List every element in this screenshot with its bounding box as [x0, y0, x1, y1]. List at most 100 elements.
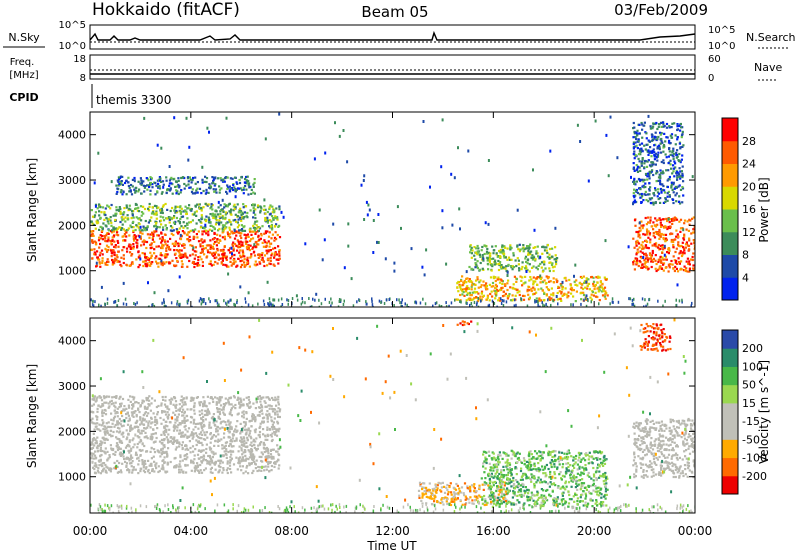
scatter-cell: [507, 263, 510, 266]
scatter-cell: [522, 244, 525, 247]
scatter-cell: [217, 253, 220, 256]
scatter-cell: [133, 176, 136, 180]
scatter-cell: [185, 255, 188, 258]
scatter-cell: [662, 238, 665, 241]
scatter-cell: [152, 432, 155, 436]
scatter-cell: [98, 236, 101, 239]
scatter-cell: [230, 403, 233, 406]
scatter-cell: [158, 237, 162, 240]
scatter-cell: [242, 421, 246, 424]
scatter-cell: [265, 450, 268, 453]
scatter-cell: [134, 410, 137, 413]
scatter-cell: [199, 243, 202, 246]
scatter-cell: [256, 414, 259, 417]
scatter-cell: [247, 449, 250, 452]
scatter-cell: [682, 246, 685, 249]
scatter-cell: [271, 432, 274, 435]
scatter-cell: [128, 459, 131, 462]
scatter-cell: [254, 264, 257, 267]
scatter-cell: [173, 457, 176, 460]
scatter-cell: [101, 259, 104, 262]
scatter-cell: [180, 210, 183, 213]
scatter-cell: [264, 405, 267, 408]
noise-cell: [239, 285, 242, 289]
scatter-cell: [635, 260, 638, 263]
scatter-cell: [222, 411, 225, 414]
scatter-cell: [518, 267, 521, 270]
noise-cell: [458, 207, 461, 211]
scatter-cell: [120, 410, 123, 413]
scatter-cell: [635, 164, 638, 167]
scatter-cell: [470, 299, 473, 302]
near-range-cell: [263, 303, 266, 306]
scatter-cell: [250, 448, 253, 452]
scatter-cell: [148, 185, 151, 189]
scatter-cell: [192, 450, 195, 453]
scatter-cell: [494, 245, 497, 248]
scatter-cell: [632, 127, 635, 130]
scatter-cell: [646, 231, 649, 234]
scatter-cell: [635, 251, 638, 254]
scatter-cell: [672, 267, 675, 270]
scatter-cell: [653, 194, 656, 197]
cpid-label: CPID: [9, 91, 38, 104]
scatter-cell: [222, 217, 225, 220]
scatter-cell: [213, 213, 216, 216]
scatter-cell: [141, 449, 144, 452]
scatter-cell: [166, 240, 169, 243]
scatter-cell: [603, 276, 606, 279]
scatter-cell: [158, 185, 161, 188]
near-range-cell: [633, 297, 635, 301]
scatter-cell: [110, 412, 113, 415]
scatter-cell: [208, 402, 211, 405]
near-range-cell: [269, 300, 271, 304]
scatter-cell: [160, 180, 163, 183]
y-tick-label: 2000: [58, 219, 86, 232]
near-range-cell: [371, 303, 374, 307]
scatter-cell: [154, 420, 157, 423]
scatter-cell: [693, 231, 695, 234]
scatter-cell: [196, 181, 199, 184]
scatter-cell: [559, 297, 562, 300]
scatter-cell: [111, 261, 115, 264]
scatter-cell: [253, 254, 257, 257]
scatter-cell: [497, 276, 500, 279]
scatter-cell: [147, 256, 150, 260]
scatter-cell: [205, 256, 208, 259]
scatter-cell: [260, 254, 263, 257]
scatter-cell: [211, 245, 214, 248]
scatter-cell: [171, 217, 174, 220]
scatter-cell: [555, 278, 558, 281]
scatter-cell: [485, 285, 488, 288]
scatter-cell: [649, 127, 652, 130]
scatter-cell: [671, 232, 674, 235]
scatter-cell: [113, 230, 116, 233]
scatter-cell: [193, 409, 196, 412]
scatter-cell: [131, 407, 134, 410]
scatter-cell: [265, 460, 269, 463]
scatter-cell: [670, 136, 673, 139]
scatter-cell: [201, 264, 204, 267]
scatter-cell: [262, 465, 265, 469]
scatter-cell: [215, 420, 218, 423]
scatter-cell: [111, 396, 114, 399]
scatter-cell: [94, 227, 97, 230]
scatter-cell: [217, 398, 220, 401]
scatter-cell: [234, 176, 237, 179]
near-range-cell: [644, 298, 646, 302]
scatter-cell: [99, 454, 102, 457]
scatter-cell: [262, 420, 265, 423]
scatter-cell: [654, 136, 657, 139]
scatter-cell: [193, 402, 196, 405]
scatter-cell: [171, 259, 174, 262]
scatter-cell: [133, 239, 136, 242]
scatter-cell: [459, 288, 463, 291]
scatter-cell: [232, 395, 236, 398]
scatter-cell: [99, 225, 102, 228]
scatter-cell: [138, 256, 141, 259]
noise-cell: [607, 174, 610, 178]
scatter-cell: [212, 453, 215, 456]
scatter-cell: [99, 446, 102, 449]
scatter-cell: [477, 251, 480, 254]
scatter-cell: [632, 191, 635, 195]
